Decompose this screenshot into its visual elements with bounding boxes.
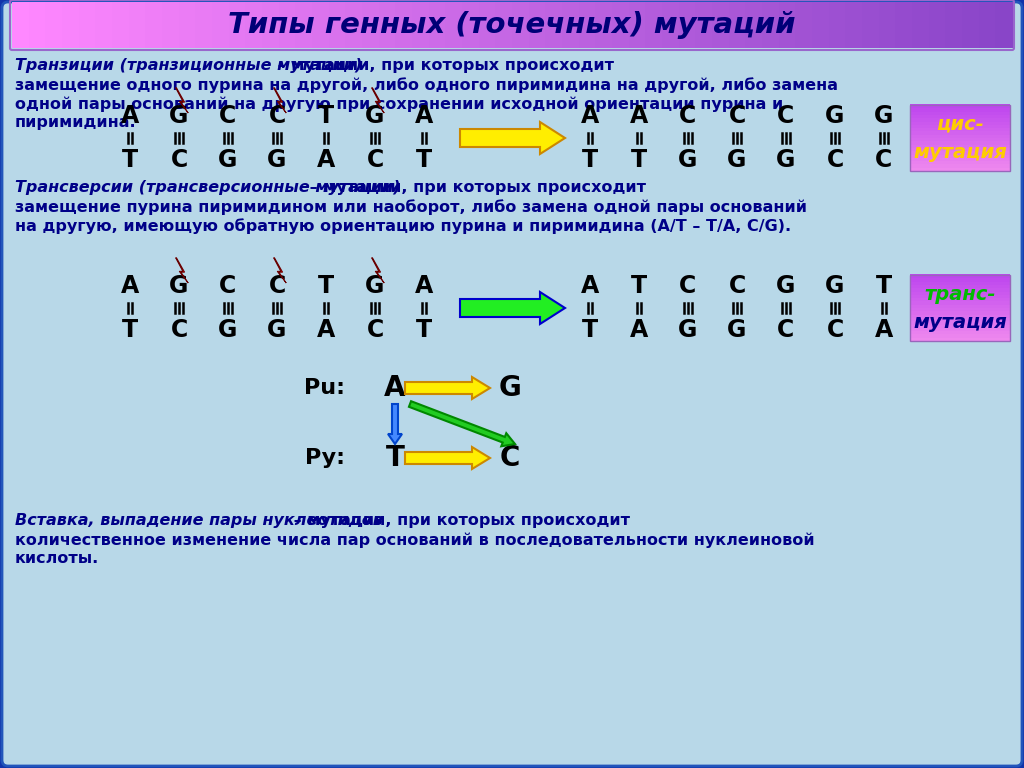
Bar [745, 2, 763, 48]
Text: A: A [630, 104, 648, 128]
Polygon shape [372, 88, 384, 113]
Text: A: A [415, 104, 433, 128]
Bar [862, 2, 880, 48]
Text: C: C [728, 274, 745, 298]
Bar [995, 2, 1013, 48]
Text: G: G [678, 318, 697, 342]
Bar [62, 2, 80, 48]
Text: T: T [631, 148, 647, 172]
Text: C: C [679, 104, 696, 128]
Text: T: T [582, 318, 598, 342]
Bar [910, 104, 1010, 108]
Bar [812, 2, 829, 48]
Bar [262, 2, 280, 48]
Bar [196, 2, 213, 48]
Text: мутация: мутация [913, 313, 1007, 332]
Bar [145, 2, 163, 48]
Bar [512, 2, 529, 48]
Bar [362, 2, 380, 48]
Text: замещение одного пурина на другой, либо одного пиримидина на другой, либо замена: замещение одного пурина на другой, либо … [15, 77, 838, 93]
Text: C: C [219, 104, 237, 128]
Bar [910, 303, 1010, 308]
Bar [929, 2, 946, 48]
Text: A: A [630, 318, 648, 342]
Bar [679, 2, 696, 48]
Bar [629, 2, 646, 48]
Bar [478, 2, 497, 48]
Text: одной пары оснований на другую при сохранении исходной ориентации пурина и: одной пары оснований на другую при сохра… [15, 96, 783, 111]
Text: C: C [268, 274, 286, 298]
Bar [910, 151, 1010, 154]
Bar [910, 300, 1010, 305]
Polygon shape [273, 258, 286, 283]
Text: G: G [825, 274, 845, 298]
Polygon shape [175, 258, 188, 283]
Bar [712, 2, 730, 48]
Bar [379, 2, 396, 48]
Bar [910, 118, 1010, 121]
Bar [910, 144, 1010, 148]
Text: цис-: цис- [936, 114, 984, 134]
Text: C: C [777, 104, 795, 128]
Bar [645, 2, 663, 48]
Text: Типы генных (точечных) мутаций: Типы генных (точечных) мутаций [228, 11, 796, 39]
Text: A: A [121, 104, 139, 128]
Text: T: T [582, 148, 598, 172]
Bar [910, 114, 1010, 118]
Text: A: A [415, 274, 433, 298]
Text: C: C [170, 318, 187, 342]
Bar [910, 167, 1010, 171]
Bar [910, 307, 1010, 311]
FancyArrow shape [460, 122, 565, 154]
Text: A: A [874, 318, 893, 342]
Bar [910, 317, 1010, 321]
Text: C: C [777, 318, 795, 342]
Text: G: G [366, 104, 385, 128]
Text: T: T [631, 274, 647, 298]
Text: G: G [267, 318, 287, 342]
Bar [395, 2, 413, 48]
Text: G: G [825, 104, 845, 128]
Bar [329, 2, 346, 48]
Bar [429, 2, 446, 48]
Bar [79, 2, 96, 48]
Text: G: G [776, 148, 796, 172]
Text: пиримидина.: пиримидина. [15, 115, 136, 130]
Bar [910, 124, 1010, 128]
FancyArrow shape [406, 377, 490, 399]
Text: T: T [122, 318, 138, 342]
Text: мутация: мутация [913, 143, 1007, 161]
Bar [778, 2, 797, 48]
Bar [445, 2, 463, 48]
Bar [910, 121, 1010, 124]
Bar [695, 2, 713, 48]
Bar [279, 2, 296, 48]
Text: G: G [169, 274, 188, 298]
Bar [295, 2, 313, 48]
Text: A: A [316, 148, 335, 172]
Polygon shape [372, 258, 384, 283]
Text: Pu:: Pu: [304, 378, 345, 398]
Bar [345, 2, 362, 48]
Text: – мутации, при которых происходит: – мутации, при которых происходит [272, 58, 614, 73]
Bar [979, 2, 996, 48]
Bar [910, 111, 1010, 115]
Text: T: T [386, 444, 404, 472]
FancyArrow shape [406, 447, 490, 469]
Bar [12, 2, 30, 48]
Bar [29, 2, 46, 48]
Bar [879, 2, 896, 48]
Bar [910, 284, 1010, 288]
Text: T: T [122, 148, 138, 172]
Text: – мутации, при которых происходит: – мутации, при которых происходит [303, 180, 645, 195]
Bar [129, 2, 146, 48]
Bar [962, 2, 980, 48]
Bar [910, 160, 1010, 164]
Text: Вставка, выпадение пары нуклеотидов: Вставка, выпадение пары нуклеотидов [15, 513, 383, 528]
Bar [910, 327, 1010, 331]
Bar [910, 154, 1010, 157]
Bar [910, 280, 1010, 285]
Bar [412, 2, 430, 48]
Bar [910, 134, 1010, 138]
